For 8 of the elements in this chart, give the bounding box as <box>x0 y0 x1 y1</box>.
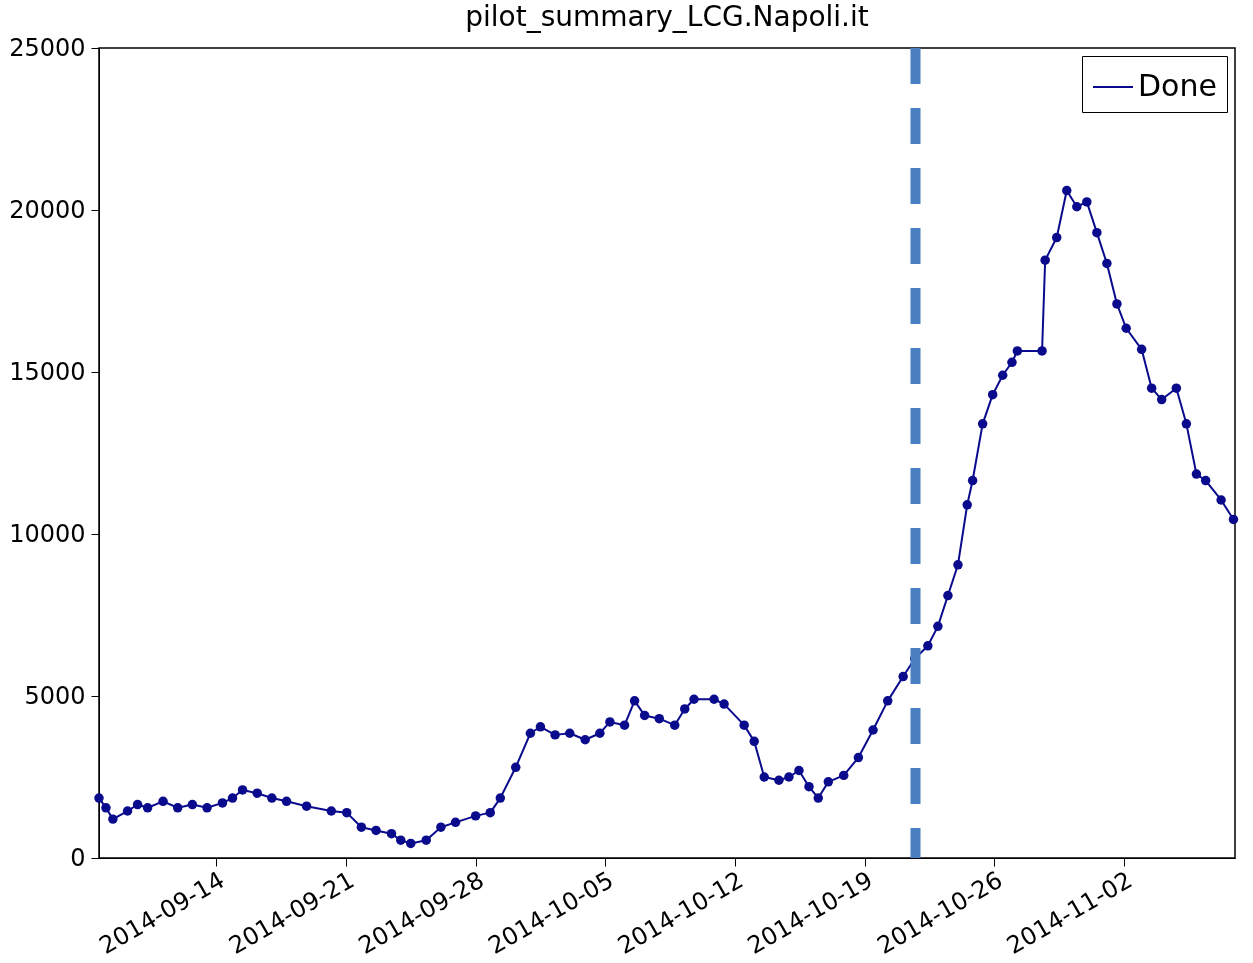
y-tick-label: 5000 <box>24 681 86 710</box>
y-tick-label: 20000 <box>9 195 86 224</box>
chart-title: pilot_summary_LCG.Napoli.it <box>465 0 869 33</box>
y-tick-label: 0 <box>70 843 86 872</box>
legend-label: Done <box>1138 68 1217 103</box>
y-tick-label: 15000 <box>9 357 86 386</box>
y-tick-label: 10000 <box>9 519 86 548</box>
y-tick-label: 25000 <box>9 33 86 62</box>
